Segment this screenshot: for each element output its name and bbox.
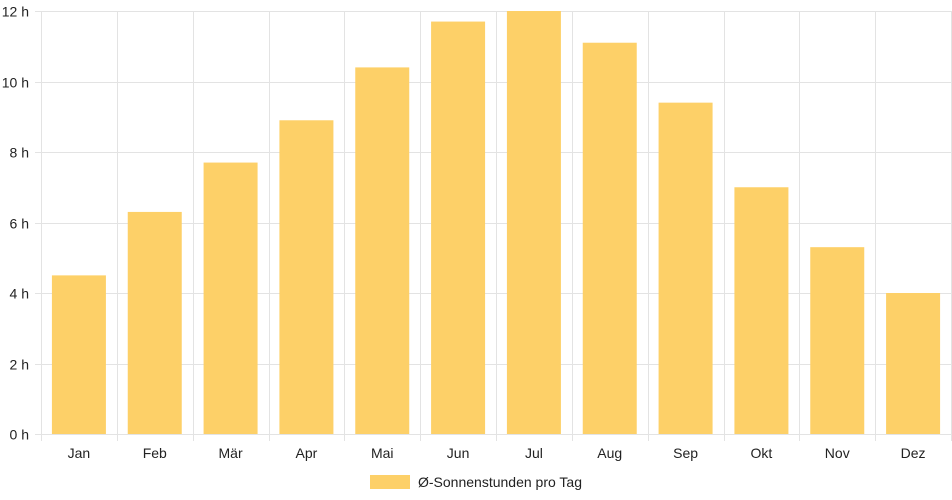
x-tick-label: Nov (825, 445, 850, 461)
y-tick-label: 0 h (10, 427, 29, 443)
legend-label[interactable]: Ø-Sonnenstunden pro Tag (418, 474, 582, 490)
x-tick-label: Aug (597, 445, 622, 461)
x-tick-label: Jul (525, 445, 543, 461)
x-axis-tick-labels: Jan Feb Mär Apr Mai Jun Jul Aug Sep Okt Nov Dez (68, 445, 926, 461)
bar-mär[interactable] (203, 162, 258, 434)
bar-okt[interactable] (734, 187, 789, 434)
x-tick-label: Mär (219, 445, 243, 461)
x-tick-label: Feb (143, 445, 167, 461)
y-tick-label: 6 h (10, 216, 29, 232)
legend-swatch[interactable] (370, 475, 410, 489)
y-tick-label: 8 h (10, 145, 29, 161)
legend[interactable]: Ø-Sonnenstunden pro Tag (370, 474, 582, 490)
y-axis-tick-labels: 0 h 2 h 4 h 6 h 8 h 10 h 12 h (2, 4, 29, 443)
grid (35, 11, 952, 441)
bars (51, 11, 941, 435)
bar-jul[interactable] (506, 11, 561, 434)
bar-dez[interactable] (886, 293, 941, 434)
bar-apr[interactable] (279, 120, 334, 435)
y-tick-label: 4 h (10, 286, 29, 302)
y-tick-label: 2 h (10, 357, 29, 373)
x-tick-label: Mai (371, 445, 394, 461)
y-tick-label: 12 h (2, 4, 29, 20)
bar-sep[interactable] (658, 102, 713, 435)
bar-feb[interactable] (127, 211, 182, 434)
x-tick-label: Jan (68, 445, 91, 461)
bar-aug[interactable] (582, 42, 637, 434)
x-tick-label: Jun (447, 445, 470, 461)
bar-jan[interactable] (51, 275, 106, 434)
x-tick-label: Dez (901, 445, 926, 461)
bar-nov[interactable] (810, 247, 865, 434)
bar-mai[interactable] (355, 67, 410, 435)
x-tick-label: Sep (673, 445, 698, 461)
x-tick-label: Apr (296, 445, 318, 461)
y-tick-label: 10 h (2, 75, 29, 91)
x-tick-label: Okt (751, 445, 773, 461)
bar-jun[interactable] (431, 21, 486, 434)
